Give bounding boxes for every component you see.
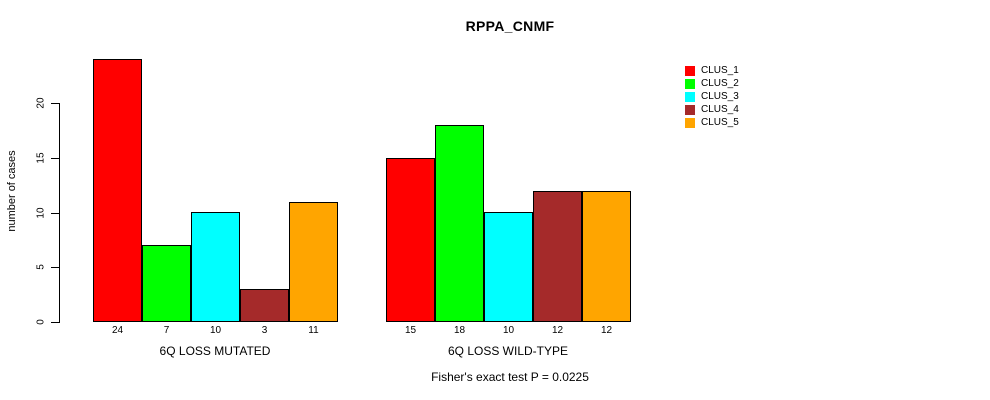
y-tick-label: 15	[35, 152, 47, 164]
y-tick-label: 0	[35, 319, 47, 325]
legend-swatch-clus_2	[685, 79, 695, 89]
legend-item-clus_1: CLUS_1	[685, 66, 739, 76]
y-tick-label: 10	[35, 207, 47, 219]
bar-value-label: 12	[551, 325, 564, 336]
bar-value-label: 3	[261, 325, 268, 336]
legend-item-clus_2: CLUS_2	[685, 79, 739, 89]
bar-value-label: 18	[453, 325, 466, 336]
chart-title: RPPA_CNMF	[465, 18, 555, 34]
group-label-mutated: 6Q LOSS MUTATED	[159, 344, 271, 358]
y-tick-mark	[51, 103, 60, 104]
bar-wild-type-clus_4	[533, 191, 582, 322]
bar-mutated-clus_2	[142, 245, 191, 322]
bar-value-label: 24	[111, 325, 124, 336]
legend-swatch-clus_3	[685, 92, 695, 102]
bar-value-label: 12	[600, 325, 613, 336]
legend-swatch-clus_4	[685, 105, 695, 115]
group-label-wild-type: 6Q LOSS WILD-TYPE	[447, 344, 569, 358]
legend-item-clus_4: CLUS_4	[685, 105, 739, 115]
legend-item-clus_5: CLUS_5	[685, 118, 739, 128]
bar-mutated-clus_5	[289, 202, 338, 322]
bar-mutated-clus_1	[93, 59, 142, 322]
bar-wild-type-clus_3	[484, 212, 533, 322]
y-tick-label: 20	[35, 97, 47, 109]
legend-label: CLUS_3	[701, 91, 739, 102]
legend: CLUS_1 CLUS_2 CLUS_3 CLUS_4 CLUS_5	[685, 66, 739, 131]
bar-value-label: 10	[502, 325, 515, 336]
bar-wild-type-clus_1	[386, 158, 435, 322]
y-tick-mark	[51, 158, 60, 159]
y-tick-mark	[51, 322, 60, 323]
bar-value-label: 10	[209, 325, 222, 336]
y-tick-mark	[51, 213, 60, 214]
y-axis-label: number of cases	[6, 150, 18, 232]
legend-label: CLUS_2	[701, 78, 739, 89]
bar-wild-type-clus_2	[435, 125, 484, 322]
legend-label: CLUS_4	[701, 104, 739, 115]
legend-item-clus_3: CLUS_3	[685, 92, 739, 102]
legend-swatch-clus_5	[685, 118, 695, 128]
bar-value-label: 7	[163, 325, 170, 336]
y-tick-label: 5	[35, 264, 47, 270]
bar-value-label: 11	[308, 325, 319, 336]
bar-wild-type-clus_5	[582, 191, 631, 322]
legend-swatch-clus_1	[685, 66, 695, 76]
bar-mutated-clus_3	[191, 212, 240, 322]
annotation-text: Fisher's exact test P = 0.0225	[431, 370, 589, 384]
legend-label: CLUS_1	[701, 65, 739, 76]
bar-mutated-clus_4	[240, 289, 289, 322]
legend-label: CLUS_5	[701, 117, 739, 128]
bar-value-label: 15	[404, 325, 417, 336]
y-tick-mark	[51, 267, 60, 268]
